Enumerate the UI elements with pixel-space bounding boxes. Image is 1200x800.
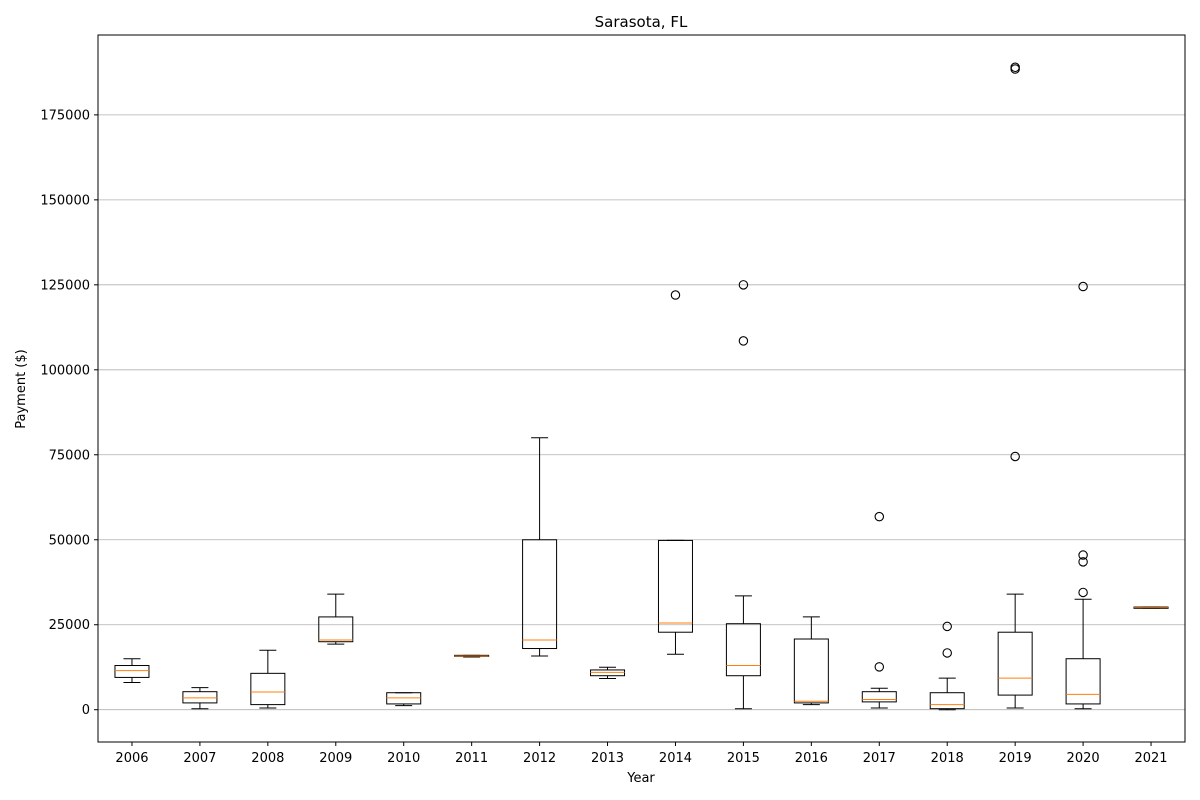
x-tick-label-5: 2011 — [455, 751, 488, 766]
x-tick-label-14: 2020 — [1067, 751, 1100, 766]
box-iqr-2009 — [318, 616, 354, 643]
outlier-2020-2 — [1078, 550, 1088, 560]
outlier-2015-0 — [738, 336, 749, 346]
box-iqr-2016 — [793, 638, 829, 704]
gridlines — [98, 114, 1185, 711]
y-tick-label-4: 100000 — [40, 363, 90, 378]
x-tick-label-2: 2008 — [251, 751, 284, 766]
plot-frame — [97, 34, 1186, 743]
x-tick-label-11: 2017 — [863, 751, 896, 766]
box-2016 — [793, 616, 829, 706]
box-2008 — [250, 649, 286, 709]
outlier-2019-0 — [1010, 451, 1020, 462]
x-axis-label: Year — [626, 771, 655, 786]
x-tick-label-13: 2019 — [999, 751, 1032, 766]
x-tick-label-8: 2014 — [659, 751, 692, 766]
x-tick-label-10: 2016 — [795, 751, 828, 766]
boxes — [114, 62, 1169, 711]
outlier-2018-1 — [942, 621, 952, 632]
outlier-2020-3 — [1078, 281, 1088, 292]
box-iqr-2010 — [386, 692, 422, 705]
x-tick-label-9: 2015 — [727, 751, 760, 766]
box-2013 — [590, 666, 626, 679]
box-2021 — [1133, 606, 1169, 609]
box-2011 — [454, 654, 490, 658]
outlier-2015-1 — [738, 280, 749, 290]
box-2015 — [725, 280, 761, 710]
box-2009 — [318, 593, 354, 645]
box-iqr-2007 — [182, 691, 218, 704]
box-iqr-2018 — [929, 692, 965, 710]
outlier-2018-0 — [942, 648, 952, 658]
x-tick-label-1: 2007 — [183, 751, 216, 766]
box-2010 — [386, 692, 422, 707]
y-tick-label-7: 175000 — [40, 108, 90, 123]
box-2007 — [182, 687, 218, 710]
x-tick-label-6: 2012 — [523, 751, 556, 766]
box-iqr-2006 — [114, 665, 150, 678]
box-2017 — [861, 511, 897, 709]
outlier-2020-0 — [1078, 587, 1088, 598]
box-2019 — [997, 62, 1033, 709]
outlier-2017-0 — [874, 662, 885, 672]
y-tick-label-2: 50000 — [49, 533, 90, 548]
x-tick-label-7: 2013 — [591, 751, 624, 766]
box-iqr-2014 — [657, 539, 693, 633]
outlier-2014-0 — [670, 290, 681, 300]
box-iqr-2017 — [861, 691, 897, 703]
outlier-2019-2 — [1010, 62, 1020, 73]
x-tick-label-15: 2021 — [1134, 751, 1167, 766]
x-tick-label-3: 2009 — [319, 751, 352, 766]
box-2012 — [522, 437, 558, 657]
outlier-2020-1 — [1078, 557, 1088, 567]
y-tick-label-6: 150000 — [40, 193, 90, 208]
box-2018 — [929, 621, 965, 711]
box-iqr-2015 — [725, 623, 761, 677]
box-iqr-2019 — [997, 631, 1033, 696]
x-tick-label-0: 2006 — [115, 751, 148, 766]
box-iqr-2012 — [522, 539, 558, 650]
box-iqr-2013 — [590, 669, 626, 677]
box-iqr-2008 — [250, 672, 286, 706]
y-tick-label-3: 75000 — [49, 448, 90, 463]
box-2014 — [657, 290, 693, 655]
box-2006 — [114, 658, 150, 684]
x-tick-label-4: 2010 — [387, 751, 420, 766]
chart-title: Sarasota, FL — [595, 13, 688, 31]
outlier-2017-1 — [874, 511, 885, 522]
y-axis-label: Payment ($) — [14, 349, 29, 428]
x-tick-label-12: 2018 — [931, 751, 964, 766]
y-axis-ticks: 0 25000 50000 75000 100000 125000 150000 175000 — [40, 108, 98, 718]
y-tick-label-0: 0 — [82, 703, 90, 718]
y-tick-label-1: 25000 — [49, 618, 90, 633]
y-tick-label-5: 125000 — [40, 278, 90, 293]
box-iqr-2020 — [1065, 658, 1101, 705]
box-2020 — [1065, 281, 1101, 710]
x-axis-ticks: 2006 2007 2008 2009 2010 2011 2012 2013 2014 2015… — [115, 742, 1168, 766]
